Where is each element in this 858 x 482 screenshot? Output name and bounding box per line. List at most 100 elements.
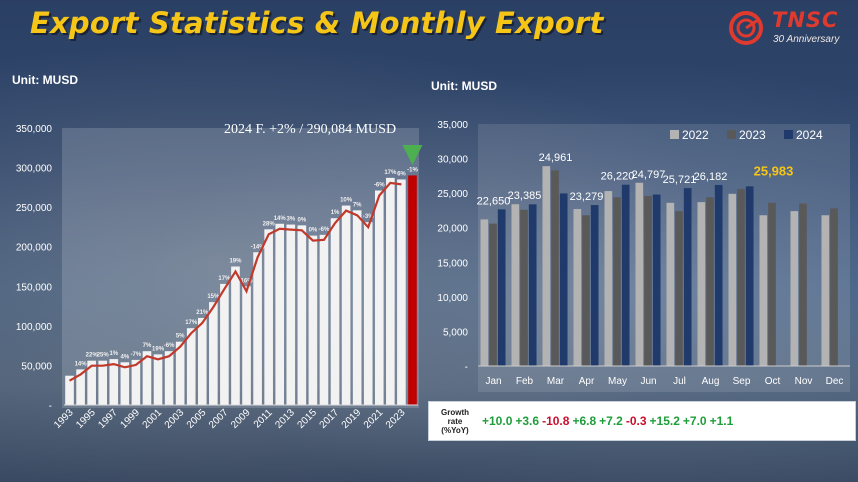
annual-bar bbox=[242, 286, 251, 405]
monthly-y-tick-label: 10,000 bbox=[437, 293, 468, 304]
annual-bar bbox=[319, 234, 329, 405]
annual-trend-line bbox=[68, 181, 402, 382]
monthly-bar-2023 bbox=[489, 223, 497, 366]
monthly-x-tick-label: Apr bbox=[579, 376, 595, 387]
legend-swatch-2024 bbox=[784, 130, 793, 139]
annual-bar bbox=[164, 351, 174, 405]
annual-bar bbox=[363, 222, 373, 405]
monthly-bar-2022 bbox=[542, 166, 551, 366]
annual-growth-label: 25% bbox=[97, 353, 110, 359]
monthly-x-tick-label: Jan bbox=[485, 376, 501, 387]
monthly-x-tick-label: Jun bbox=[640, 376, 656, 387]
annual-growth-label: 14% bbox=[75, 361, 88, 367]
monthly-2024-data-label: 26,182 bbox=[694, 171, 728, 183]
growth-rate-label: Growth rate (%YoY) bbox=[441, 408, 469, 435]
annual-growth-label: 16% bbox=[241, 278, 254, 284]
annual-bar bbox=[120, 362, 130, 405]
logo-subtext: 30 Anniversary bbox=[773, 34, 840, 45]
annual-growth-label: -14% bbox=[251, 244, 266, 250]
monthly-bar-2022 bbox=[697, 202, 706, 366]
annual-y-tick-label: 250,000 bbox=[16, 203, 53, 214]
monthly-2024-data-label: 24,797 bbox=[632, 169, 666, 181]
monthly-bar-2024 bbox=[714, 184, 723, 366]
monthly-bar-2023 bbox=[706, 197, 714, 366]
legend-label-2023: 2023 bbox=[739, 128, 766, 142]
monthly-bar-2022 bbox=[480, 219, 489, 366]
annual-growth-label: 4% bbox=[121, 354, 130, 360]
annual-growth-label: 10% bbox=[340, 198, 353, 204]
annual-growth-label: -3% bbox=[363, 214, 374, 220]
annual-growth-label: 28% bbox=[263, 221, 276, 227]
monthly-2024-data-label: 25,983 bbox=[754, 163, 794, 178]
monthly-chart-panel bbox=[478, 124, 850, 392]
monthly-x-tick-label: May bbox=[608, 376, 627, 387]
monthly-bar-2022 bbox=[511, 204, 520, 366]
monthly-bar-2023 bbox=[644, 195, 652, 366]
monthly-y-tick-label: 30,000 bbox=[437, 155, 468, 166]
monthly-bar-2023 bbox=[613, 197, 621, 366]
monthly-x-tick-label: Mar bbox=[547, 376, 565, 387]
monthly-y-tick-label: 5,000 bbox=[443, 327, 468, 338]
forecast-bar bbox=[408, 175, 417, 405]
monthly-bar-2023 bbox=[582, 215, 590, 366]
monthly-bar-2023 bbox=[551, 170, 559, 366]
monthly-x-tick-label: Jul bbox=[673, 376, 686, 387]
annual-bar bbox=[209, 302, 218, 405]
annual-y-tick-label: 150,000 bbox=[16, 282, 53, 293]
monthly-bar-2023 bbox=[675, 211, 683, 366]
annual-bar bbox=[131, 359, 141, 405]
monthly-x-tick-label: Dec bbox=[826, 376, 844, 387]
monthly-bar-2022 bbox=[728, 193, 737, 366]
annual-bar bbox=[352, 210, 362, 405]
annual-growth-label: 3% bbox=[286, 217, 295, 223]
annual-bar bbox=[197, 317, 207, 405]
annual-bar bbox=[142, 351, 152, 405]
annual-bar bbox=[275, 223, 285, 405]
annual-bar bbox=[330, 218, 340, 405]
monthly-bar-2022 bbox=[604, 191, 613, 366]
monthly-2024-data-label: 26,220 bbox=[601, 171, 635, 183]
growth-rate-value: +6.8 bbox=[572, 414, 597, 428]
monthly-bar-2022 bbox=[821, 215, 830, 366]
annual-bar bbox=[386, 177, 395, 405]
growth-rate-value: -0.3 bbox=[625, 414, 647, 428]
annual-bar bbox=[253, 252, 262, 405]
annual-bar bbox=[98, 360, 108, 405]
annual-growth-label: 19% bbox=[229, 259, 242, 265]
monthly-bar-2022 bbox=[666, 202, 675, 366]
annual-growth-label: -6% bbox=[164, 343, 175, 349]
annual-bar bbox=[153, 354, 163, 405]
forecast-annotation: 2024 F. +2% / 290,084 MUSD bbox=[224, 122, 396, 137]
annual-growth-label: 7% bbox=[143, 343, 152, 349]
annual-bar bbox=[397, 179, 406, 405]
growth-rate-value: +7.2 bbox=[599, 414, 623, 428]
annual-bar bbox=[76, 369, 85, 405]
annual-growth-label: 17% bbox=[218, 276, 231, 282]
growth-rate-value: +3.6 bbox=[515, 414, 540, 428]
monthly-x-tick-label: Nov bbox=[795, 376, 813, 387]
monthly-x-tick-label: Oct bbox=[765, 376, 781, 387]
monthly-bar-2022 bbox=[790, 211, 799, 366]
monthly-y-tick-label: 15,000 bbox=[437, 258, 468, 269]
annual-growth-label: 5% bbox=[176, 334, 185, 340]
monthly-bar-2024 bbox=[652, 194, 661, 366]
monthly-x-tick-label: Aug bbox=[702, 376, 720, 387]
growth-rate-value: +10.0 bbox=[482, 414, 513, 428]
monthly-x-tick-label: Sep bbox=[733, 376, 751, 387]
monthly-bar-2024 bbox=[497, 209, 506, 366]
annual-bar bbox=[264, 229, 273, 405]
annual-growth-label: 0% bbox=[298, 217, 307, 223]
monthly-2024-data-label: 23,385 bbox=[508, 190, 542, 202]
annual-growth-label: 7% bbox=[353, 202, 362, 208]
annual-y-tick-label: - bbox=[49, 401, 52, 412]
monthly-2024-data-label: 24,961 bbox=[539, 152, 573, 164]
annual-bar bbox=[341, 205, 351, 405]
annual-growth-label: -6% bbox=[374, 183, 385, 189]
monthly-y-tick-label: - bbox=[465, 362, 468, 373]
annual-growth-label: 22% bbox=[86, 353, 99, 359]
monthly-bar-2023 bbox=[799, 203, 807, 366]
legend-label-2024: 2024 bbox=[796, 128, 823, 142]
monthly-bar-2024 bbox=[528, 204, 537, 366]
